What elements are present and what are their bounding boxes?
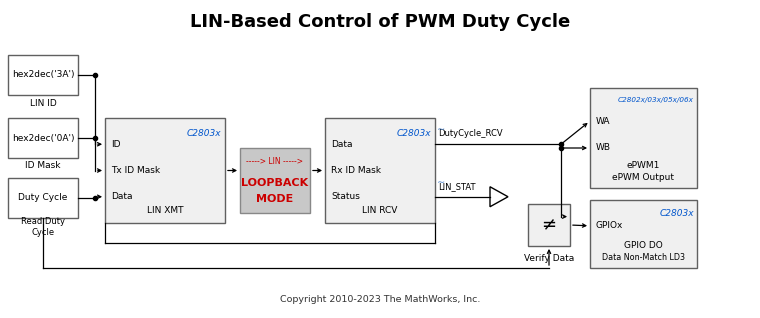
- Bar: [8, 178, 78, 218]
- Text: Duty Cycle: Duty Cycle: [18, 193, 68, 203]
- Text: hex2dec('3A'): hex2dec('3A'): [11, 71, 74, 80]
- Bar: [240, 148, 310, 213]
- Text: MODE: MODE: [256, 194, 293, 204]
- Text: WA: WA: [596, 116, 610, 126]
- Text: ePWM1: ePWM1: [627, 161, 660, 170]
- Text: ePWM Output: ePWM Output: [613, 173, 675, 182]
- Bar: [8, 118, 78, 158]
- Bar: [528, 204, 570, 246]
- Text: GPIO DO: GPIO DO: [624, 241, 663, 250]
- Bar: [325, 118, 435, 223]
- Text: C2803x: C2803x: [397, 129, 431, 138]
- Text: -----> LIN ----->: -----> LIN ----->: [246, 156, 303, 165]
- Bar: [105, 118, 225, 223]
- Text: LIN RCV: LIN RCV: [363, 206, 397, 215]
- Text: ID: ID: [111, 140, 121, 149]
- Text: Tx ID Mask: Tx ID Mask: [111, 166, 160, 175]
- Text: DutyCycle_RCV: DutyCycle_RCV: [438, 129, 502, 138]
- Text: LIN-Based Control of PWM Duty Cycle: LIN-Based Control of PWM Duty Cycle: [190, 13, 570, 31]
- Text: ≠: ≠: [541, 216, 556, 234]
- Bar: [590, 200, 697, 268]
- Text: Rx ID Mask: Rx ID Mask: [331, 166, 381, 175]
- Text: WB: WB: [596, 143, 611, 153]
- Text: LOOPBACK: LOOPBACK: [242, 177, 309, 188]
- Text: Verify Data: Verify Data: [524, 254, 574, 263]
- Text: Read Duty
Cycle: Read Duty Cycle: [21, 217, 65, 237]
- Text: LIN ID: LIN ID: [30, 99, 56, 107]
- Text: Data Non-Match LD3: Data Non-Match LD3: [602, 253, 685, 262]
- Bar: [590, 88, 697, 188]
- Text: hex2dec('0A'): hex2dec('0A'): [11, 134, 74, 142]
- Text: Status: Status: [331, 192, 360, 201]
- Text: ∼: ∼: [437, 177, 445, 187]
- Text: Data: Data: [111, 192, 132, 201]
- Text: LIN XMT: LIN XMT: [147, 206, 183, 215]
- Text: C2802x/03x/05x/06x: C2802x/03x/05x/06x: [618, 97, 694, 103]
- Text: C2803x: C2803x: [660, 209, 694, 218]
- Bar: [8, 55, 78, 95]
- Text: C2803x: C2803x: [186, 129, 221, 138]
- Text: ID Mask: ID Mask: [25, 162, 61, 170]
- Text: GPIOx: GPIOx: [596, 221, 623, 230]
- Text: ∼: ∼: [437, 124, 445, 134]
- Text: LIN_STAT: LIN_STAT: [438, 182, 476, 191]
- Text: Copyright 2010-2023 The MathWorks, Inc.: Copyright 2010-2023 The MathWorks, Inc.: [280, 295, 480, 305]
- Text: Data: Data: [331, 140, 353, 149]
